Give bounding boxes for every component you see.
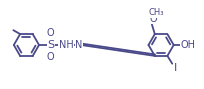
Text: I: I	[174, 63, 177, 74]
Text: OH: OH	[181, 40, 196, 50]
Text: O: O	[47, 52, 54, 62]
Text: O: O	[149, 14, 157, 24]
Text: NH: NH	[59, 40, 73, 50]
Text: O: O	[47, 28, 54, 38]
Text: S: S	[47, 40, 54, 50]
Text: N: N	[75, 40, 82, 50]
Text: CH₃: CH₃	[149, 8, 164, 17]
